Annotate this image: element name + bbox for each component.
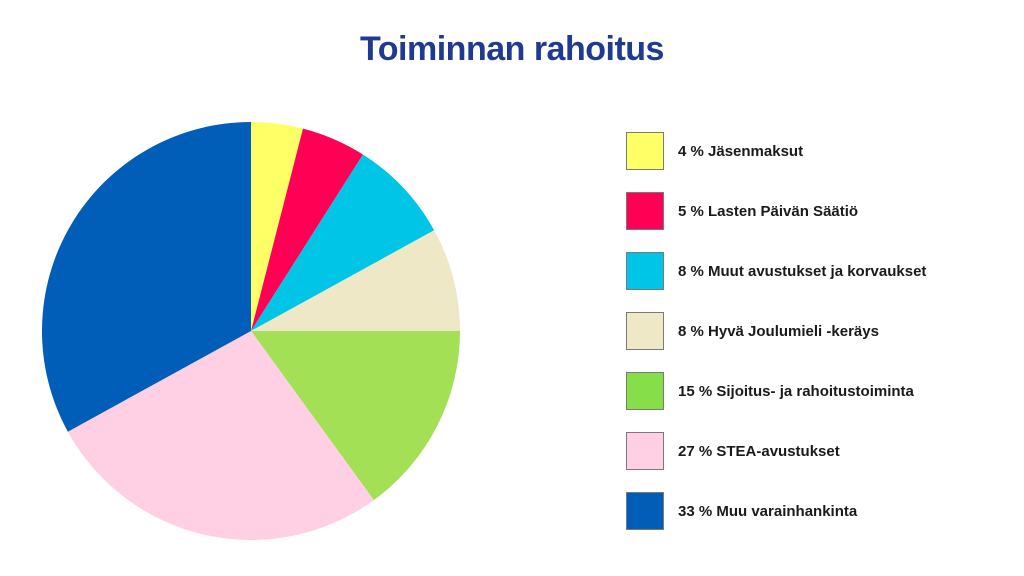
legend-swatch bbox=[626, 252, 664, 290]
legend-label: 8 % Muut avustukset ja korvaukset bbox=[678, 262, 927, 280]
legend-item-5: 27 % STEA-avustukset bbox=[626, 431, 1016, 471]
legend-item-4: 15 % Sijoitus- ja rahoitustoiminta bbox=[626, 371, 1016, 411]
legend-item-1: 5 % Lasten Päivän Säätiö bbox=[626, 191, 1016, 231]
pie-slice-6 bbox=[41, 122, 251, 432]
legend-item-2: 8 % Muut avustukset ja korvaukset bbox=[626, 251, 1016, 291]
legend-swatch bbox=[626, 372, 664, 410]
pie-chart bbox=[41, 122, 460, 541]
legend-label: 4 % Jäsenmaksut bbox=[678, 142, 804, 160]
legend-label: 15 % Sijoitus- ja rahoitustoiminta bbox=[678, 382, 914, 400]
pie-slice-3 bbox=[251, 230, 460, 331]
pie-slice-0 bbox=[251, 122, 303, 331]
legend-label: 5 % Lasten Päivän Säätiö bbox=[678, 202, 859, 220]
pie-slice-1 bbox=[251, 128, 363, 331]
legend-swatch bbox=[626, 492, 664, 530]
legend-swatch bbox=[626, 312, 664, 350]
chart-title: Toiminnan rahoitus bbox=[360, 30, 664, 68]
pie-slice-5 bbox=[67, 331, 374, 541]
legend-label: 33 % Muu varainhankinta bbox=[678, 502, 858, 520]
legend-swatch bbox=[626, 432, 664, 470]
pie-slice-4 bbox=[251, 331, 460, 501]
legend-label: 27 % STEA-avustukset bbox=[678, 442, 840, 460]
legend-item-3: 8 % Hyvä Joulumieli -keräys bbox=[626, 311, 1016, 351]
legend-label: 8 % Hyvä Joulumieli -keräys bbox=[678, 322, 879, 340]
pie-slice-2 bbox=[251, 154, 435, 331]
legend-item-0: 4 % Jäsenmaksut bbox=[626, 131, 1016, 171]
legend-item-6: 33 % Muu varainhankinta bbox=[626, 491, 1016, 531]
legend-swatch bbox=[626, 192, 664, 230]
legend-swatch bbox=[626, 132, 664, 170]
